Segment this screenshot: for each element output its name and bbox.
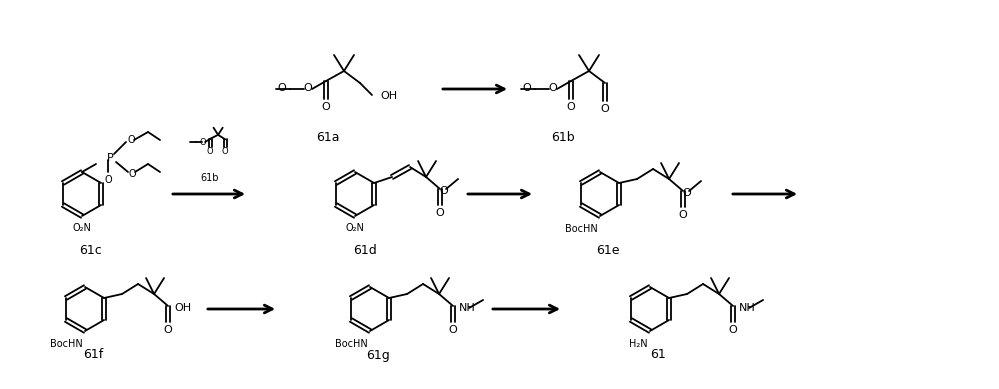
Text: OH: OH [174,303,191,313]
Text: P: P [107,153,113,163]
Text: BocHN: BocHN [50,339,83,349]
Text: O₂N: O₂N [73,223,92,233]
Text: O: O [127,135,135,145]
Text: O: O [104,175,112,185]
Text: O: O [164,325,173,335]
Text: 61c: 61c [79,244,101,256]
Text: O: O [207,147,214,156]
Text: O: O [682,188,691,198]
Text: OH: OH [380,91,398,101]
Text: O: O [128,169,136,179]
Text: 61d: 61d [353,244,377,256]
Text: O: O [449,325,458,335]
Text: O: O [548,83,557,93]
Text: O: O [600,104,609,114]
Text: O₂N: O₂N [346,223,365,233]
Text: O: O [522,83,531,93]
Text: O: O [304,83,313,93]
Text: O: O [728,325,737,335]
Text: O: O [436,208,445,218]
Text: H₂N: H₂N [629,339,648,349]
Text: O: O [566,102,575,112]
Text: O: O [278,83,286,93]
Text: 61g: 61g [366,349,390,361]
Text: NH: NH [739,303,756,313]
Text: BocHN: BocHN [336,339,368,349]
Text: O: O [440,186,449,196]
Text: 61: 61 [650,349,666,361]
Text: 61a: 61a [317,130,340,144]
Text: O: O [222,147,229,156]
Text: O: O [322,102,331,112]
Text: NH: NH [460,303,476,313]
Text: O: O [200,137,207,147]
Text: 61b: 61b [551,130,574,144]
Text: O: O [678,210,687,220]
Text: 61f: 61f [83,349,103,361]
Text: BocHN: BocHN [565,224,598,234]
Text: 61e: 61e [596,244,619,256]
Text: 61b: 61b [201,173,219,183]
